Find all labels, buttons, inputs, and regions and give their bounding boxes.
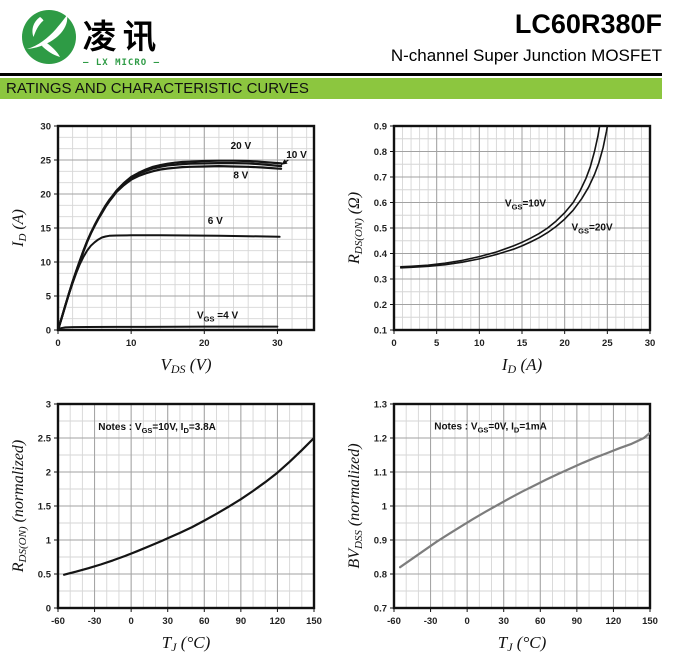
chart-output-characteristics: 0 10 20 30 0 5 10 15 20 25 30 VDS (V) ID (A) 20 V 10 V… xyxy=(12,121,316,376)
svg-text:10: 10 xyxy=(474,338,485,349)
svg-text:150: 150 xyxy=(306,616,322,627)
svg-text:0.1: 0.1 xyxy=(374,325,388,336)
svg-text:20: 20 xyxy=(559,338,570,349)
svg-text:BVDSS (normalized): BVDSS (normalized) xyxy=(348,443,365,568)
svg-text:30: 30 xyxy=(645,338,656,349)
svg-text:1.3: 1.3 xyxy=(374,399,387,410)
svg-text:90: 90 xyxy=(572,616,583,627)
device-subtitle: N-channel Super Junction MOSFET xyxy=(390,46,662,65)
svg-text:8 V: 8 V xyxy=(233,170,248,181)
svg-text:0.5: 0.5 xyxy=(374,223,388,234)
svg-text:VGS =4 V: VGS =4 V xyxy=(197,310,238,323)
svg-text:3: 3 xyxy=(46,399,51,410)
svg-text:TJ (°C): TJ (°C) xyxy=(498,633,547,654)
svg-text:120: 120 xyxy=(269,616,285,627)
svg-text:VGS=20V: VGS=20V xyxy=(571,223,612,236)
svg-text:ID (A): ID (A) xyxy=(12,209,29,248)
svg-text:TJ (°C): TJ (°C) xyxy=(162,633,211,654)
svg-text:0.2: 0.2 xyxy=(374,300,387,311)
svg-text:0.7: 0.7 xyxy=(374,603,387,614)
svg-text:1: 1 xyxy=(382,501,388,512)
chart-rdson-vs-tj: -60 -30 0 30 60 90 120 150 0 0.5 1 1.5 2 2.5 3 TJ (°C) R… xyxy=(12,399,322,654)
svg-text:VGS=10V: VGS=10V xyxy=(505,198,546,211)
svg-text:25: 25 xyxy=(40,155,51,166)
svg-text:-30: -30 xyxy=(88,616,102,627)
svg-text:1.1: 1.1 xyxy=(374,467,388,478)
svg-text:2: 2 xyxy=(46,467,51,478)
svg-text:10 V: 10 V xyxy=(286,150,307,161)
logo-chinese-name: 凌讯 xyxy=(83,17,163,56)
svg-text:0: 0 xyxy=(464,616,469,627)
svg-text:-30: -30 xyxy=(424,616,438,627)
logo-text: 凌讯 — LX MICRO — xyxy=(83,7,163,69)
svg-text:30: 30 xyxy=(498,616,509,627)
svg-text:0.3: 0.3 xyxy=(374,274,387,285)
svg-text:0.8: 0.8 xyxy=(374,569,387,580)
svg-text:120: 120 xyxy=(605,616,621,627)
svg-text:RDS(ON) (normalized): RDS(ON) (normalized) xyxy=(12,440,29,574)
svg-text:-60: -60 xyxy=(51,616,65,627)
svg-text:150: 150 xyxy=(642,616,658,627)
svg-text:0: 0 xyxy=(46,325,51,336)
svg-text:0: 0 xyxy=(46,603,51,614)
title-block: LC60R380F N-channel Super Junction MOSFE… xyxy=(391,9,662,66)
svg-text:0.9: 0.9 xyxy=(374,535,387,546)
svg-text:VDS (V): VDS (V) xyxy=(160,355,211,376)
lx-logo-icon xyxy=(22,10,76,64)
svg-text:0.6: 0.6 xyxy=(374,198,387,209)
svg-text:6 V: 6 V xyxy=(208,216,223,227)
svg-text:15: 15 xyxy=(40,223,51,234)
svg-text:2.5: 2.5 xyxy=(38,433,52,444)
svg-text:1: 1 xyxy=(46,535,52,546)
chart-bvdss-vs-tj: -60 -30 0 30 60 90 120 150 0.7 0.8 0.9 1 1.1 1.2 1.3 TJ… xyxy=(348,399,658,654)
company-logo: 凌讯 — LX MICRO — xyxy=(20,7,163,69)
svg-text:5: 5 xyxy=(434,338,440,349)
svg-text:25: 25 xyxy=(602,338,613,349)
part-number: LC60R380F xyxy=(514,9,662,39)
svg-text:10: 10 xyxy=(40,257,51,268)
svg-text:60: 60 xyxy=(199,616,210,627)
svg-text:Notes : VGS=10V, ID=3.8A: Notes : VGS=10V, ID=3.8A xyxy=(98,422,216,435)
svg-text:0: 0 xyxy=(391,338,396,349)
section-banner: RATINGS AND CHARACTERISTIC CURVES xyxy=(0,78,662,99)
svg-text:60: 60 xyxy=(535,616,546,627)
svg-text:0.7: 0.7 xyxy=(374,172,387,183)
svg-text:90: 90 xyxy=(236,616,247,627)
svg-text:0.4: 0.4 xyxy=(374,249,388,260)
svg-text:-60: -60 xyxy=(387,616,401,627)
svg-text:0.8: 0.8 xyxy=(374,147,387,158)
svg-text:0.5: 0.5 xyxy=(38,569,52,580)
svg-text:30: 30 xyxy=(272,338,283,349)
svg-text:0: 0 xyxy=(128,616,133,627)
svg-text:RDS(ON) (Ω): RDS(ON) (Ω) xyxy=(348,192,365,265)
svg-text:ID (A): ID (A) xyxy=(501,355,543,376)
section-banner-title: RATINGS AND CHARACTERISTIC CURVES xyxy=(6,80,309,97)
svg-text:10: 10 xyxy=(126,338,137,349)
svg-text:15: 15 xyxy=(517,338,528,349)
logo-caption: — LX MICRO — xyxy=(83,58,161,68)
svg-text:1.5: 1.5 xyxy=(38,501,52,512)
svg-text:5: 5 xyxy=(46,291,52,302)
svg-text:30: 30 xyxy=(40,121,51,132)
svg-text:20 V: 20 V xyxy=(231,141,252,152)
svg-text:20: 20 xyxy=(199,338,210,349)
svg-text:20: 20 xyxy=(40,189,51,200)
svg-text:0.9: 0.9 xyxy=(374,121,387,132)
svg-text:30: 30 xyxy=(162,616,173,627)
header-rule xyxy=(0,73,662,76)
chart-rdson-vs-id: 0 5 10 15 20 25 30 0.1 0.2 0.3 0.4 0.5 0.6 0.7 0.8 0.9 I… xyxy=(348,121,656,376)
svg-text:0: 0 xyxy=(55,338,60,349)
svg-text:Notes : VGS=0V, ID=1mA: Notes : VGS=0V, ID=1mA xyxy=(434,422,547,435)
svg-text:1.2: 1.2 xyxy=(374,433,387,444)
